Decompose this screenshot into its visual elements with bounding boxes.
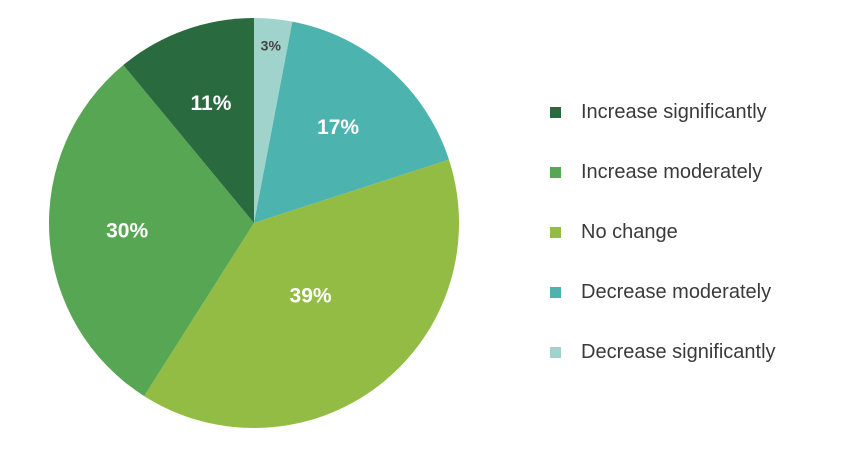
pie-label-decrease-moderately: 17% [317, 116, 359, 139]
pie-slice-increase-moderately [49, 65, 255, 397]
pie-slice-decrease-moderately [254, 21, 449, 223]
pie-label-decrease-significantly: 3% [261, 37, 282, 53]
legend-label: Increase moderately [581, 160, 763, 183]
legend-swatch [550, 166, 561, 178]
legend-item-increase-moderately: Increase moderately [550, 142, 776, 202]
pie-slice-decrease-significantly [254, 18, 293, 223]
pie-slice-no-change [144, 159, 459, 428]
legend-swatch [550, 286, 561, 298]
pie-label-increase-significantly: 11% [191, 92, 232, 115]
pie-chart: 3% 17% 39% 30% 11% [49, 18, 459, 428]
legend-label: No change [581, 220, 678, 243]
pie-slices [49, 18, 459, 428]
legend-label: Decrease moderately [581, 280, 772, 303]
pie-labels: 3% 17% 39% 30% 11% [106, 37, 359, 307]
pie-slice-increase-significantly [123, 18, 254, 223]
legend-swatch [550, 226, 561, 238]
legend-item-no-change: No change [550, 202, 776, 262]
legend-swatch [550, 106, 561, 118]
legend-label: Decrease significantly [581, 340, 776, 363]
legend-item-increase-significantly: Increase significantly [550, 82, 776, 142]
legend-item-decrease-moderately: Decrease moderately [550, 262, 776, 322]
legend: Increase significantly Increase moderate… [550, 82, 776, 382]
pie-label-increase-moderately: 30% [106, 219, 148, 242]
legend-item-decrease-significantly: Decrease significantly [550, 322, 776, 382]
legend-swatch [550, 346, 561, 358]
legend-label: Increase significantly [581, 100, 767, 123]
pie-label-no-change: 39% [290, 284, 332, 307]
